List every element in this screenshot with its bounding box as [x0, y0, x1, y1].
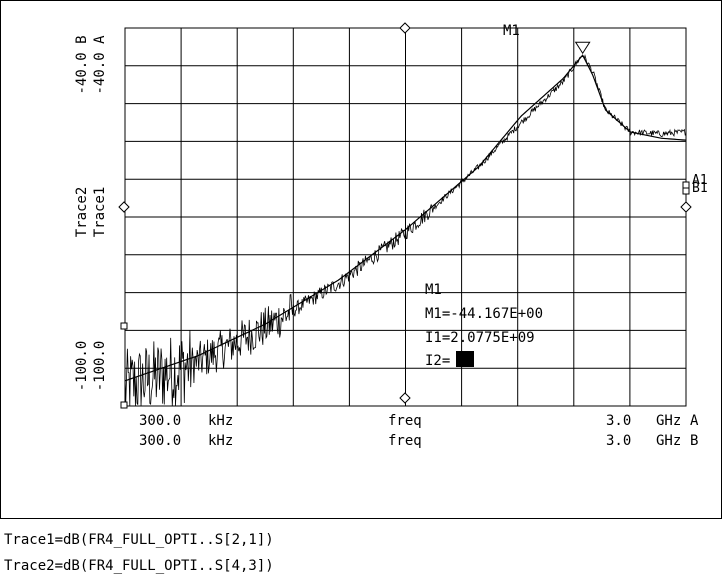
x-suffix-a: A	[690, 413, 699, 429]
legend-trace1: Trace1=dB(FR4_FULL_OPTI..S[2,1])	[4, 532, 274, 548]
marker-label: M1	[503, 23, 520, 39]
right-end-marker-b	[682, 187, 690, 195]
y-label-a: Trace1	[92, 187, 108, 238]
y-top-b: -40.0 B	[74, 35, 90, 94]
x-start-unit-b: kHz	[208, 433, 233, 449]
x-stop-b: 3.0	[606, 433, 631, 449]
x-stop-unit-a: GHz	[656, 413, 681, 429]
x-label-a: freq	[388, 413, 422, 429]
marker-triangle	[574, 41, 591, 55]
trace2-end-label: B1	[692, 181, 708, 196]
series-trace2-line	[124, 54, 686, 407]
trace1-end-label: A1	[692, 173, 708, 188]
x-start-unit-a: kHz	[208, 413, 233, 429]
top-center-tick	[399, 22, 411, 34]
left-ref-marker-top	[120, 322, 128, 330]
marker-readout-cursor	[456, 351, 474, 367]
y-label-b: Trace2	[74, 187, 90, 238]
marker-readout-i2: I2=	[425, 353, 450, 369]
right-center-tick	[680, 201, 692, 213]
x-start-b: 300.0	[139, 433, 181, 449]
marker-readout-i1: I1=2.0775E+09	[425, 330, 535, 346]
y-top-a: -40.0 A	[92, 35, 108, 95]
series-layer	[124, 54, 687, 407]
legend-trace2: Trace2=dB(FR4_FULL_OPTI..S[4,3])	[4, 558, 274, 574]
x-stop-unit-b: GHz	[656, 433, 681, 449]
marker-readout-value: M1=-44.167E+00	[425, 306, 543, 322]
left-center-tick	[118, 201, 130, 213]
right-end-marker-a	[682, 181, 690, 189]
bottom-center-tick	[399, 392, 411, 404]
marker-readout-title: M1	[425, 282, 442, 298]
x-suffix-b: B	[690, 433, 698, 449]
x-start-a: 300.0	[139, 413, 181, 429]
chart-frame	[0, 0, 722, 519]
y-bottom-a: -100.0	[92, 341, 108, 392]
grid	[125, 28, 686, 406]
left-ref-marker-bottom	[120, 401, 128, 409]
y-bottom-b: -100.0	[74, 341, 90, 392]
x-stop-a: 3.0	[606, 413, 631, 429]
x-label-b: freq	[388, 433, 422, 449]
chart-plot: A1 B1 M1 M1 M1=-44.167E+00 I1=2.0775E+09…	[74, 22, 708, 449]
